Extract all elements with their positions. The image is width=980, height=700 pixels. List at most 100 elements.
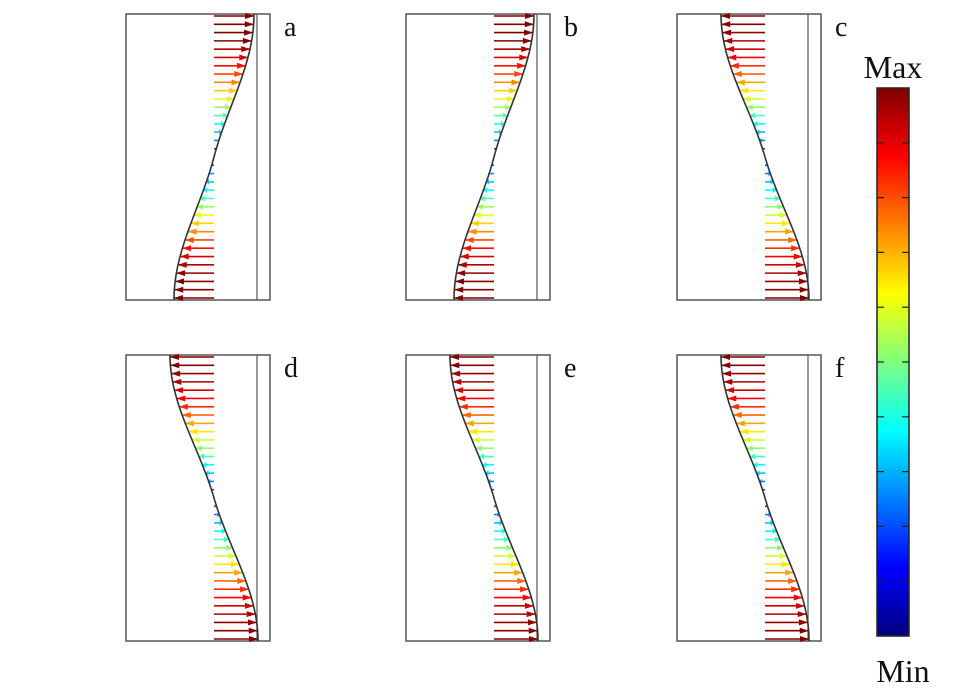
arrow-head [196,203,203,210]
arrow-head [226,544,233,551]
arrow-head [452,378,462,385]
arrow-head [241,46,251,53]
arrow-head [450,354,459,360]
arrow-head [793,253,803,260]
arrow-head [505,104,512,111]
arrow-head [521,46,531,53]
arrow-head [171,370,181,377]
arrow-head [478,453,485,460]
arrow-head [176,270,186,277]
panel-label: b [564,12,578,43]
arrow-head [244,29,254,36]
arrow-head [485,470,489,477]
arrow-head [770,519,774,526]
arrow-head [722,29,732,36]
arrow-head [202,461,207,468]
arrow-head [723,378,733,385]
arrow-head [798,619,808,626]
arrow-head [522,594,532,601]
arrow-head [475,445,482,452]
panel-frame [125,354,271,642]
arrow-head [237,577,247,584]
arrow-head [795,261,805,268]
arrow-head [458,403,468,410]
panel-frame [676,13,822,301]
arrow-head [735,79,745,86]
arrow-head [179,253,189,260]
arrow-head [486,178,489,185]
arrow-head [742,436,751,443]
arrow-head [182,245,192,252]
arrow-head [193,212,201,219]
arrow-head [795,602,805,609]
arrow-head [248,627,258,634]
arrow-head [753,461,758,468]
arrow-head [220,120,225,127]
arrow-head [721,13,730,19]
arrow-head [503,112,508,119]
arrow-head [529,636,538,642]
arrow-head [464,420,474,427]
colorbar-ticks [877,142,909,582]
arrow-head [527,619,537,626]
panel-frame [405,13,551,301]
arrow-head [514,71,524,78]
arrow-head [517,577,527,584]
arrow-head [451,370,461,377]
deformed-shape-curve [453,13,535,301]
panel-b: b [405,12,578,301]
arrow-head [727,395,737,402]
arrow-head [725,387,735,394]
panel-label: e [564,353,576,384]
deformed-shape-curve [173,13,255,301]
arrow-head [483,187,488,194]
arrow-head [793,594,803,601]
arrow-head [774,536,781,543]
arrow-head [172,378,182,385]
arrow-head [499,129,502,136]
arrow-head [219,129,222,136]
arrow-head [723,37,733,44]
arrow-head [228,553,237,560]
arrow-head [756,470,760,477]
arrow-head [732,412,742,419]
arrow-head [244,21,254,28]
arrow-head [450,362,460,369]
arrow-head [507,95,515,102]
arrow-head [203,187,208,194]
arrow-head [225,104,232,111]
arrow-head [528,627,538,634]
arrow-head [774,195,781,202]
arrow-head [239,54,249,61]
arrow-head [174,295,183,301]
panel-label: d [284,353,298,384]
arrow-head [729,62,739,69]
arrow-head [788,577,798,584]
panel-a: a [125,12,297,301]
arrow-head [456,270,466,277]
arrow-head [772,187,777,194]
displacement-arrows [170,354,258,642]
arrow-head [779,212,788,219]
arrow-head [725,46,735,53]
arrow-head [170,362,180,369]
arrow-head [800,636,809,642]
arrow-head [462,245,472,252]
arrow-head [511,79,521,86]
arrow-head [522,37,532,44]
arrow-head [742,95,751,102]
deformed-shape-curve [720,354,810,642]
arrow-head [509,87,518,94]
arrow-head [242,594,252,601]
arrow-head [471,436,480,443]
arrow-head [476,203,483,210]
arrow-head [753,120,758,127]
displacement-arrows [454,13,534,301]
arrow-head [240,586,250,593]
arrow-head [756,129,760,136]
arrow-head [500,120,505,127]
arrow-head [798,278,808,285]
arrow-head [501,528,506,535]
arrow-head [454,387,464,394]
